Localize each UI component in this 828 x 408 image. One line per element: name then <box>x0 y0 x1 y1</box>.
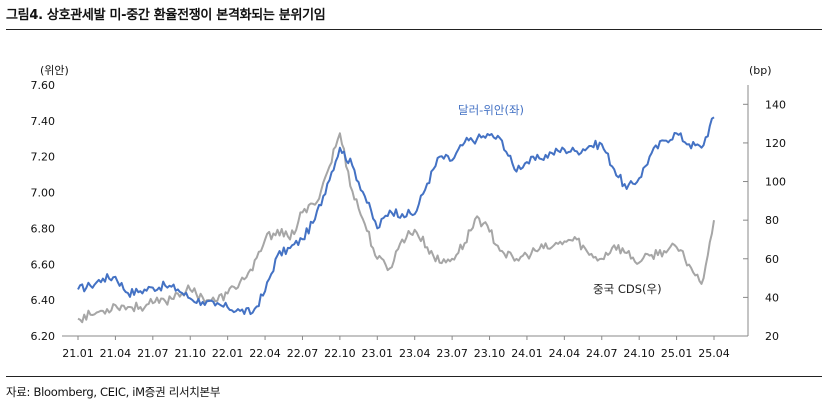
series-label-usdcny: 달러-위안(좌) <box>458 103 524 117</box>
right-tick-label: 20 <box>765 330 779 343</box>
x-tick-label: 22.04 <box>249 347 281 360</box>
left-tick-label: 6.20 <box>31 330 56 343</box>
left-tick-label: 7.60 <box>31 79 56 92</box>
x-tick-label: 21.10 <box>174 347 206 360</box>
figure-source: 자료: Bloomberg, CEIC, iM증권 리서치본부 <box>6 385 221 399</box>
left-axis-unit: (위안) <box>40 64 69 77</box>
x-tick-label: 21.01 <box>62 347 94 360</box>
x-tick-label: 22.07 <box>287 347 319 360</box>
x-tick-label: 23.01 <box>362 347 394 360</box>
x-tick-label: 23.07 <box>436 347 468 360</box>
x-tick-label: 21.04 <box>100 347 132 360</box>
x-tick-label: 25.04 <box>698 347 730 360</box>
right-tick-label: 80 <box>765 214 779 227</box>
left-tick-label: 7.40 <box>31 115 56 128</box>
left-tick-label: 6.80 <box>31 222 56 235</box>
left-tick-label: 6.60 <box>31 258 56 271</box>
x-tick-label: 21.07 <box>137 347 169 360</box>
figure-title: 그림4. 상호관세발 미-중간 환율전쟁이 본격화되는 분위기임 <box>6 8 326 23</box>
x-tick-label: 22.10 <box>324 347 356 360</box>
title-divider <box>6 29 822 30</box>
left-tick-label: 6.40 <box>31 294 56 307</box>
x-tick-label: 23.10 <box>474 347 506 360</box>
left-tick-label: 7.20 <box>31 151 56 164</box>
x-tick-label: 24.10 <box>623 347 655 360</box>
x-tick-label: 22.01 <box>212 347 244 360</box>
x-tick-label: 24.01 <box>511 347 543 360</box>
right-tick-label: 100 <box>765 176 786 189</box>
right-tick-label: 120 <box>765 137 786 150</box>
right-tick-label: 140 <box>765 98 786 111</box>
right-tick-label: 60 <box>765 253 779 266</box>
x-tick-label: 24.07 <box>586 347 618 360</box>
right-axis-unit: (bp) <box>749 64 772 77</box>
series-line-usdcny <box>77 116 715 316</box>
x-tick-label: 24.04 <box>549 347 581 360</box>
x-tick-label: 25.01 <box>661 347 693 360</box>
series-label-cds: 중국 CDS(우) <box>593 282 662 296</box>
line-chart: 6.20 6.40 6.60 6.80 7.00 7.20 7.40 7.60 20 40 60 8… <box>31 64 787 360</box>
right-tick-label: 40 <box>765 291 779 304</box>
source-divider <box>6 376 822 377</box>
left-tick-label: 7.00 <box>31 187 56 200</box>
x-tick-label: 23.04 <box>399 347 431 360</box>
